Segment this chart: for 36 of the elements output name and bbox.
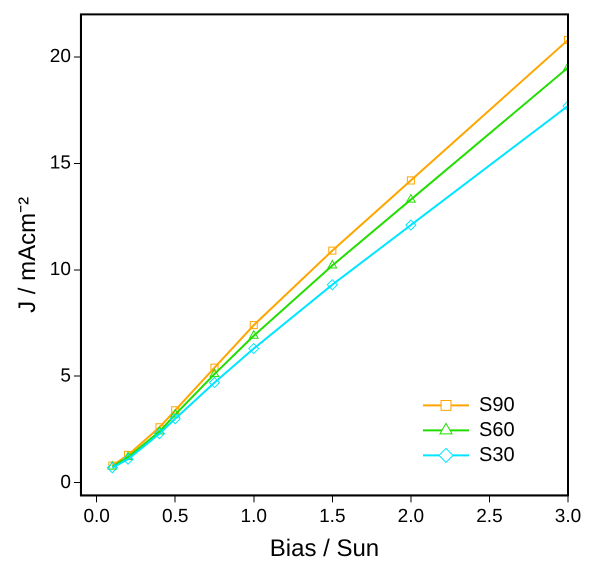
- legend-label: S30: [479, 444, 515, 466]
- x-tick-label: 0.0: [83, 506, 110, 528]
- y-tick-label: 20: [50, 46, 71, 68]
- y-tick-label: 5: [60, 365, 71, 386]
- legend-label: S90: [479, 394, 515, 416]
- point: [250, 321, 258, 330]
- point: [406, 176, 415, 184]
- x-tick-label: 2.0: [398, 506, 424, 528]
- point: [170, 409, 180, 418]
- point: [210, 364, 219, 372]
- point: [122, 454, 134, 465]
- point: [405, 220, 416, 231]
- y-tick-label: 0: [60, 472, 71, 493]
- x-tick-label: 1.0: [240, 506, 267, 528]
- point: [154, 426, 164, 435]
- x-tick-label: 2.5: [476, 506, 503, 528]
- point: [326, 279, 338, 290]
- legend-label: S60: [479, 418, 515, 441]
- point: [170, 413, 181, 424]
- point: [327, 260, 338, 269]
- x-axis-title: Bias / Sun: [270, 535, 380, 562]
- point: [210, 368, 220, 378]
- point: [248, 330, 259, 339]
- y-axis-title: J / mAcm⁻²: [14, 196, 42, 313]
- point: [248, 343, 260, 354]
- y-tick-label: 10: [50, 259, 71, 280]
- point: [106, 462, 118, 474]
- point: [208, 377, 220, 388]
- point: [171, 406, 180, 414]
- y-tick-label: 15: [50, 152, 71, 174]
- x-tick-label: 3.0: [554, 506, 582, 528]
- x-tick-label: 0.5: [162, 506, 188, 528]
- point: [328, 246, 336, 255]
- x-tick-label: 1.5: [319, 506, 346, 528]
- point: [154, 428, 165, 440]
- point: [406, 194, 416, 203]
